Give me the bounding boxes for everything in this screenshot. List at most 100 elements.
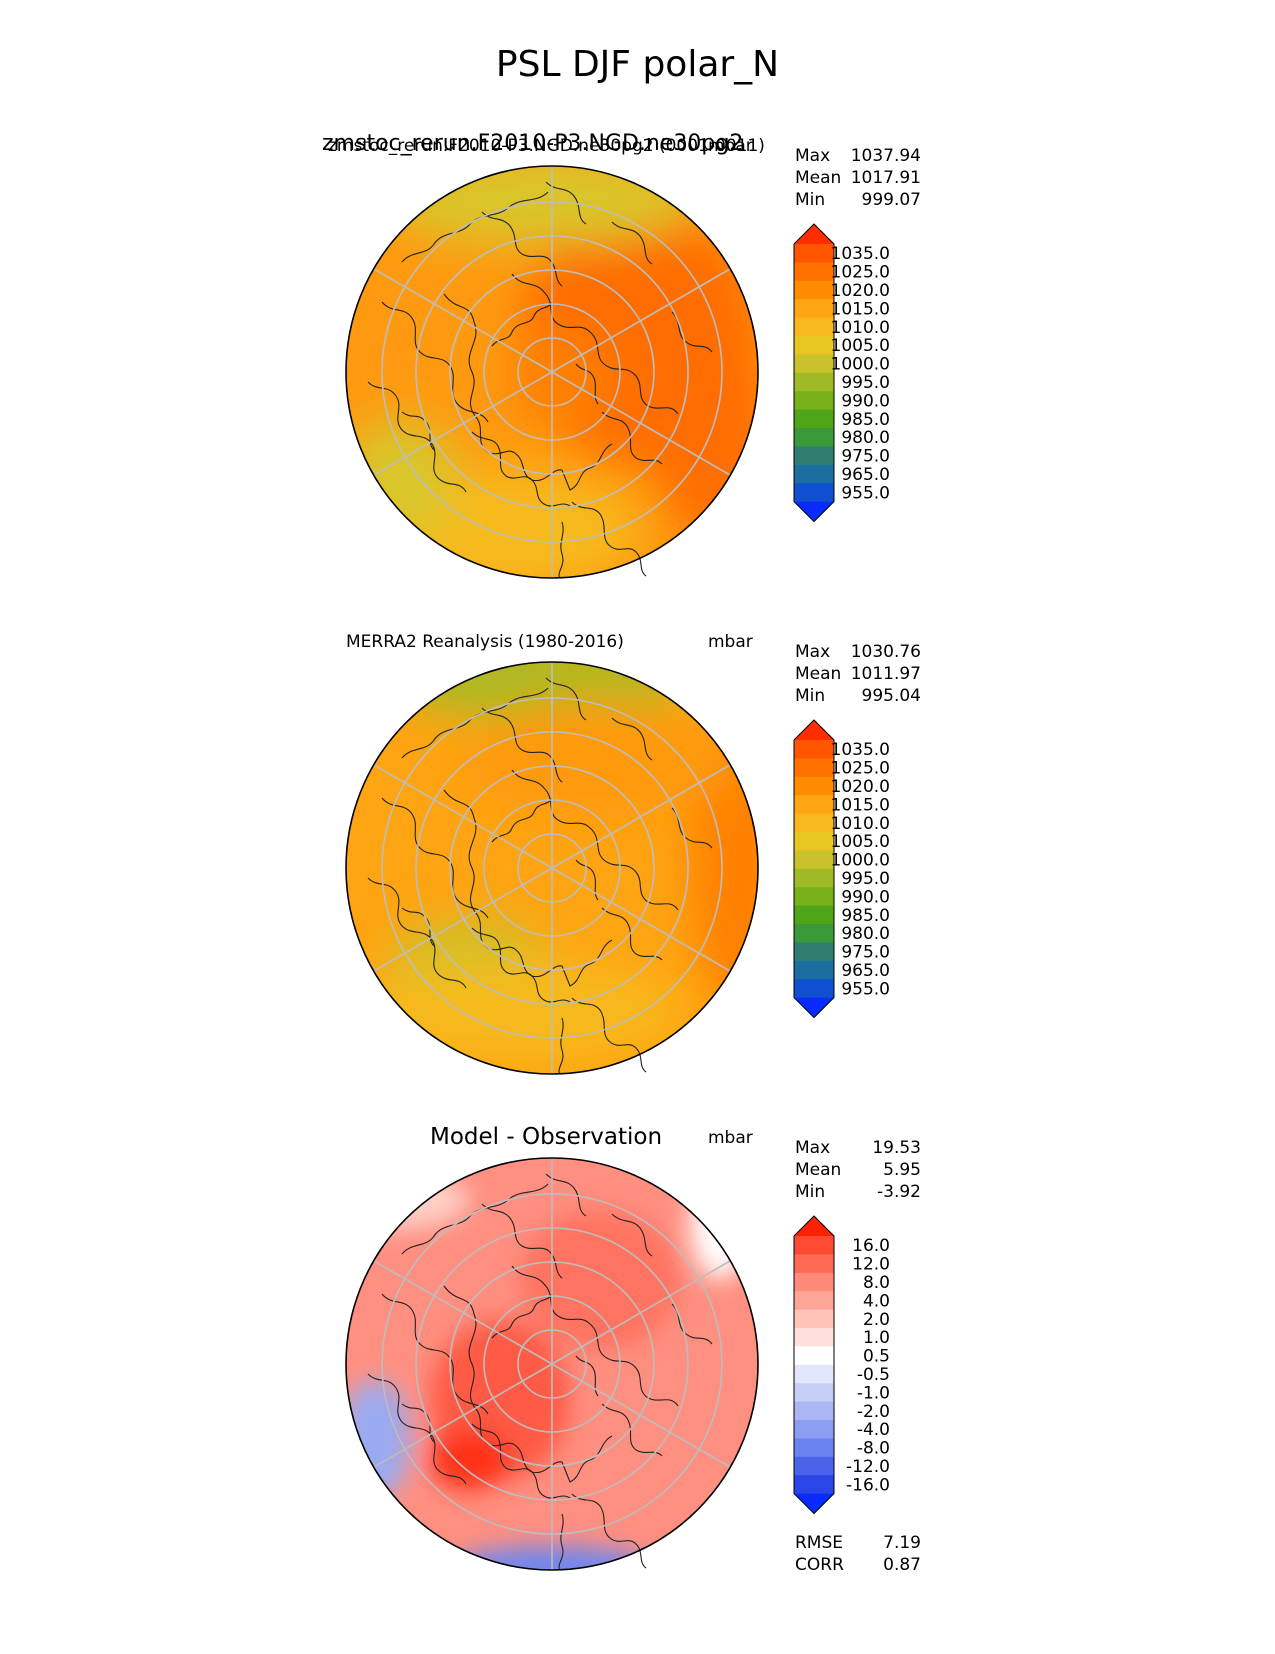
panel2-map — [345, 661, 759, 1075]
colorbar-segment — [794, 1401, 834, 1421]
colorbar-segment — [794, 409, 834, 429]
colorbar-segment — [794, 1456, 834, 1476]
colorbar-segment — [794, 244, 834, 263]
figure-title: PSL DJF polar_N — [495, 44, 780, 85]
colorbar-tick-label: -2.0 — [857, 1402, 890, 1422]
colorbar-tick-label: -0.5 — [857, 1365, 890, 1385]
colorbar-tick-label: 1000.0 — [831, 851, 890, 871]
colorbar-tick-label: 16.0 — [852, 1236, 890, 1256]
colorbar-outline — [793, 1215, 835, 1515]
stat-value: 1011.97 — [850, 664, 921, 684]
panel3-units: mbar — [708, 1128, 753, 1148]
colorbar-tick-label: 965.0 — [841, 465, 890, 485]
colorbar-tick-label: 1015.0 — [831, 299, 890, 319]
colorbar-tick-label: 975.0 — [841, 447, 890, 467]
colorbar-extend-top — [794, 224, 834, 244]
colorbar-tick-label: 980.0 — [841, 924, 890, 944]
panel3-metrics: RMSE 7.19 CORR 0.87 — [795, 1532, 921, 1576]
colorbar-tick-label: 955.0 — [841, 979, 890, 999]
colorbar-tick-label: 1010.0 — [831, 814, 890, 834]
colorbar-extend-bottom — [794, 1493, 834, 1514]
colorbar-tick-label: 1000.0 — [831, 355, 890, 375]
colorbar-tick-label: 985.0 — [841, 410, 890, 430]
stat-label: Mean — [795, 168, 842, 188]
colorbar-tick-label: 8.0 — [863, 1273, 890, 1293]
colorbar-extend-bottom — [794, 997, 834, 1018]
colorbar-segment — [794, 428, 834, 447]
colorbar-tick-label: -8.0 — [857, 1439, 890, 1459]
colorbar-segment — [794, 868, 834, 888]
colorbar-tick-label: 980.0 — [841, 428, 890, 448]
colorbar-segment — [794, 1236, 834, 1255]
panel1-colorbar: 1035.01025.01020.01015.01010.01005.01000… — [793, 223, 890, 523]
stat-label: Min — [795, 1182, 826, 1202]
colorbar-tick-label: 1020.0 — [831, 281, 890, 301]
colorbar-tick-label: -4.0 — [857, 1420, 890, 1440]
colorbar-tick-label: -12.0 — [846, 1457, 890, 1477]
colorbar-tick-label: 1020.0 — [831, 777, 890, 797]
metric-value: 0.87 — [883, 1555, 921, 1575]
colorbar-segment — [794, 924, 834, 943]
colorbar-segment — [794, 1328, 834, 1347]
colorbar-extend-bottom — [794, 501, 834, 522]
colorbar-segment — [794, 942, 834, 962]
stat-value: 995.04 — [861, 686, 921, 706]
colorbar-outline — [793, 223, 835, 523]
colorbar-segment — [794, 1364, 834, 1384]
stat-label: Max — [795, 642, 831, 662]
colorbar-tick-label: 1005.0 — [831, 336, 890, 356]
colorbar-tick-label: -1.0 — [857, 1383, 890, 1403]
colorbar-tick-label: 1015.0 — [831, 795, 890, 815]
colorbar-segment — [794, 336, 834, 355]
metric-label: RMSE — [795, 1533, 844, 1553]
colorbar-segment — [794, 740, 834, 759]
panel3-stats: Max 19.53 Mean 5.95 Min -3.92 — [795, 1137, 921, 1203]
colorbar-tick-label: 1035.0 — [831, 244, 890, 264]
colorbar-extend-top — [794, 720, 834, 740]
panel2-title: MERRA2 Reanalysis (1980-2016) — [346, 632, 624, 652]
colorbar-segment — [794, 832, 834, 851]
panel1-units: mbar — [708, 136, 753, 156]
colorbar-segment — [794, 776, 834, 796]
colorbar-segment — [794, 446, 834, 466]
colorbar-tick-label: 985.0 — [841, 906, 890, 926]
colorbar-tick-label: 955.0 — [841, 483, 890, 503]
stat-value: 19.53 — [872, 1138, 921, 1158]
colorbar-extend-top — [794, 1216, 834, 1236]
panel1-title-small: zmstoc_rerun.F2010-P3.NGD.ne30pg2 (0001-… — [328, 136, 765, 156]
panel1-stats: Max 1037.94 Mean 1017.91 Min 999.07 — [795, 145, 921, 211]
colorbar-segment — [794, 1272, 834, 1292]
colorbar-segment — [794, 391, 834, 411]
colorbar-segment — [794, 758, 834, 778]
stat-value: -3.92 — [877, 1182, 921, 1202]
colorbar-segment — [794, 905, 834, 925]
colorbar-segment — [794, 1291, 834, 1311]
stat-label: Min — [795, 190, 826, 210]
colorbar-tick-label: 2.0 — [863, 1310, 890, 1330]
colorbar-segment — [794, 262, 834, 282]
colorbar-tick-label: 1035.0 — [831, 740, 890, 760]
colorbar-segment — [794, 464, 834, 484]
colorbar-segment — [794, 280, 834, 300]
colorbar-tick-label: 990.0 — [841, 391, 890, 411]
colorbar-tick-label: 995.0 — [841, 373, 890, 393]
colorbar-segment — [794, 795, 834, 815]
colorbar-tick-label: 1.0 — [863, 1328, 890, 1348]
colorbar-segment — [794, 1254, 834, 1274]
stat-value: 999.07 — [861, 190, 921, 210]
colorbar-segment — [794, 354, 834, 374]
stat-value: 1030.76 — [850, 642, 921, 662]
colorbar-tick-label: 965.0 — [841, 961, 890, 981]
colorbar-segment — [794, 1475, 834, 1495]
panel2-stats: Max 1030.76 Mean 1011.97 Min 995.04 — [795, 641, 921, 707]
colorbar-tick-label: 1025.0 — [831, 759, 890, 779]
colorbar-segment — [794, 850, 834, 870]
panel3-map — [345, 1157, 759, 1571]
panel1-title-large: zmstoc_rerun.F2010-P3.NGD.ne30pg2 — [322, 131, 744, 156]
colorbar-tick-label: 1010.0 — [831, 318, 890, 338]
colorbar-tick-label: 1005.0 — [831, 832, 890, 852]
panel1-map — [345, 165, 759, 579]
colorbar-tick-label: 995.0 — [841, 869, 890, 889]
panel2-colorbar: 1035.01025.01020.01015.01010.01005.01000… — [793, 719, 890, 1019]
